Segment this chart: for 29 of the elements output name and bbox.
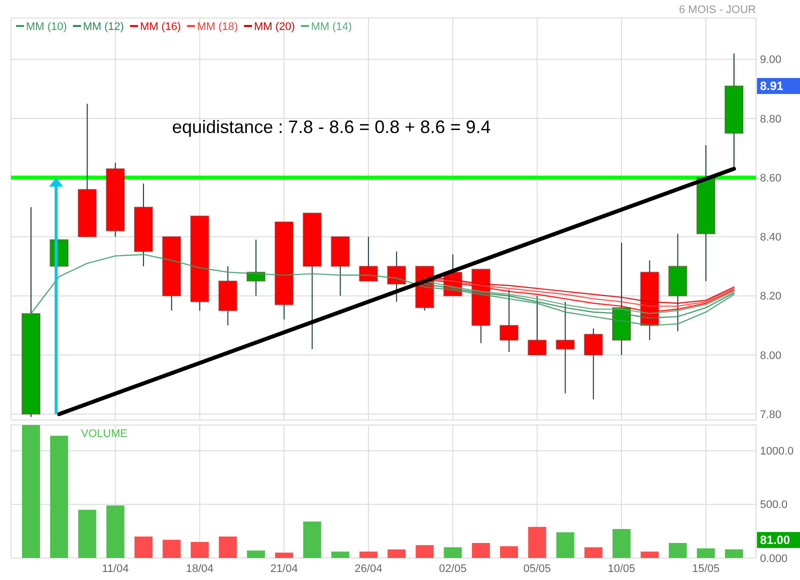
legend-label: MM (14) <box>311 21 352 33</box>
x-tick-label: 21/04 <box>270 563 298 575</box>
x-tick-label: 10/05 <box>608 563 636 575</box>
x-tick-label: 26/04 <box>354 563 382 575</box>
x-tick-label: 15/05 <box>692 563 720 575</box>
x-tick-label: 05/05 <box>523 563 551 575</box>
chart-subtitle: 6 MOIS - JOUR <box>678 4 756 16</box>
legend-label: MM (16) <box>140 21 181 33</box>
legend-label: MM (12) <box>83 21 124 33</box>
legend-label: MM (10) <box>26 21 67 33</box>
y-tick-label: 8.40 <box>760 232 782 244</box>
y-tick-label: 0.000 <box>760 552 788 565</box>
legend-label: MM (20) <box>254 21 295 33</box>
x-tick-label: 02/05 <box>439 563 467 575</box>
text: 8.91 <box>760 79 784 94</box>
y-tick-label: 8.00 <box>760 350 782 362</box>
legend-label: MM (18) <box>197 21 238 33</box>
chart-title: VOLUME <box>81 428 128 440</box>
x-tick-label: 18/04 <box>186 563 214 575</box>
annotation: equidistance : 7.8 - 8.6 = 0.8 + 8.6 = 9.4 <box>172 117 491 137</box>
y-tick-label: 8.80 <box>760 113 782 126</box>
y-tick-label: 8.60 <box>760 172 782 184</box>
y-tick-label: 8.20 <box>760 290 782 303</box>
y-tick-label: 9.00 <box>760 54 782 66</box>
y-tick-label: 500.0 <box>760 499 788 512</box>
text: 81.00 <box>760 533 790 548</box>
x-tick-label: 11/04 <box>102 563 129 575</box>
y-tick-label: 1000.0 <box>760 446 794 458</box>
y-tick-label: 7.80 <box>760 408 782 421</box>
